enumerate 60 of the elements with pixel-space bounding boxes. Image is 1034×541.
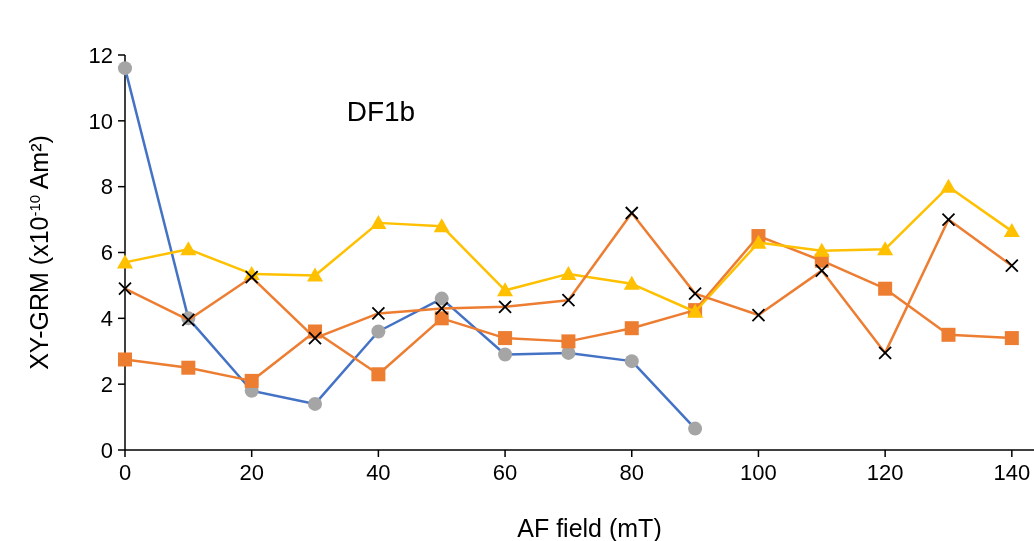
point <box>1004 331 1019 346</box>
y-tick-label: 2 <box>100 371 113 397</box>
point <box>180 241 197 256</box>
point <box>433 218 450 233</box>
point <box>434 291 449 306</box>
point <box>624 354 639 369</box>
point <box>814 263 829 278</box>
point <box>498 299 512 314</box>
point <box>560 265 577 280</box>
x-tick-label: 80 <box>619 460 644 485</box>
point <box>750 234 767 249</box>
point <box>878 281 893 296</box>
x-tick-label: 20 <box>239 460 264 485</box>
point <box>118 281 132 296</box>
point <box>497 282 514 297</box>
point <box>878 346 893 360</box>
point <box>118 61 132 76</box>
point <box>561 293 576 308</box>
point <box>371 306 386 321</box>
y-tick-label: 0 <box>100 437 113 463</box>
point <box>624 321 639 336</box>
y-tick-label: 12 <box>88 42 113 68</box>
point <box>940 178 957 193</box>
x-tick-label: 120 <box>866 460 904 485</box>
point <box>307 267 324 282</box>
y-tick-label: 8 <box>100 174 113 200</box>
point <box>371 367 386 382</box>
y-tick-label: 6 <box>100 240 113 266</box>
point <box>117 254 133 269</box>
x-tick-label: 60 <box>492 460 518 485</box>
point <box>371 324 386 339</box>
point <box>941 212 956 227</box>
point <box>688 286 702 301</box>
point <box>181 360 196 375</box>
y-tick-label: 10 <box>88 108 113 134</box>
point <box>1004 258 1019 273</box>
point <box>118 352 132 367</box>
x-tick-label: 140 <box>993 460 1031 485</box>
point <box>688 421 703 436</box>
point <box>244 270 259 285</box>
x-tick-label: 0 <box>118 460 132 485</box>
point <box>751 308 766 322</box>
x-tick-label: 40 <box>366 460 391 485</box>
point <box>1003 223 1020 238</box>
point <box>877 241 894 256</box>
point <box>370 214 387 229</box>
point <box>308 331 322 345</box>
point <box>623 275 640 290</box>
point <box>941 327 956 342</box>
point <box>498 347 513 362</box>
point <box>498 331 513 346</box>
text: DF1b <box>346 95 416 127</box>
point <box>434 301 449 316</box>
point <box>244 373 259 388</box>
point <box>813 242 830 257</box>
y-tick-label: 4 <box>100 306 113 332</box>
point <box>624 206 639 220</box>
point <box>561 334 576 349</box>
point <box>308 396 323 411</box>
x-tick-label: 100 <box>740 460 777 485</box>
